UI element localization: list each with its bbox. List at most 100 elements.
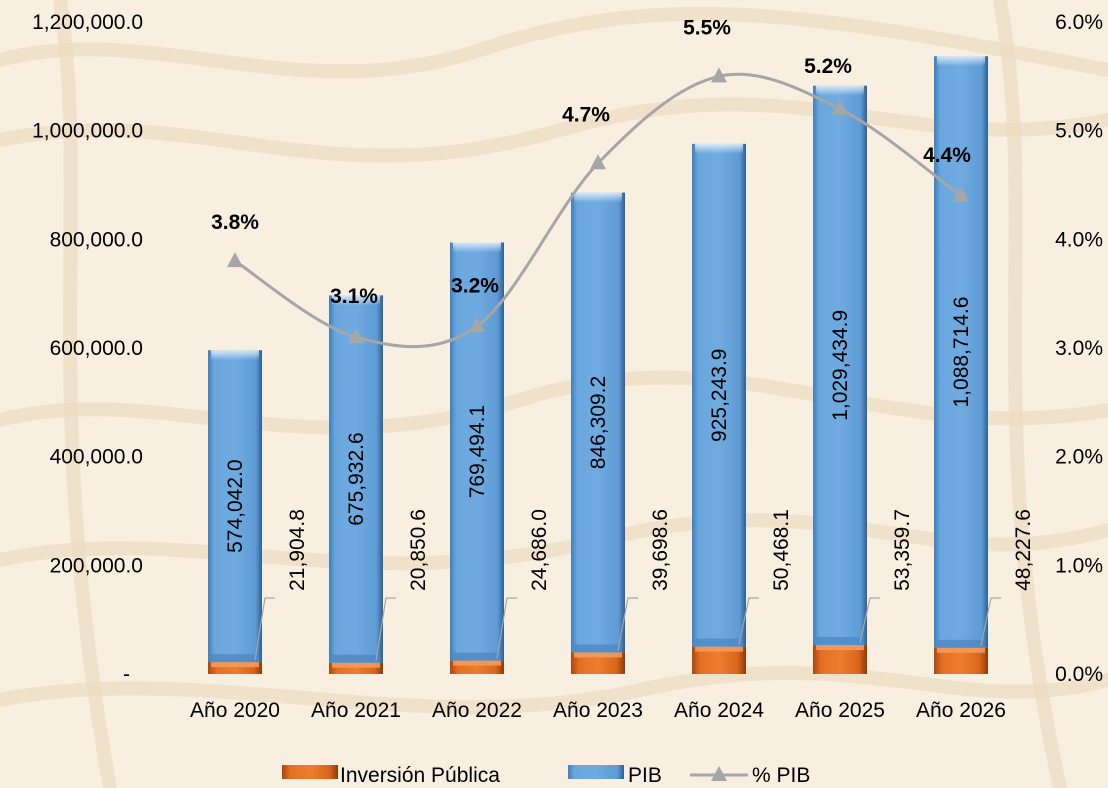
legend-label-pct: % PIB (752, 764, 810, 787)
y-axis-left: - 200,000.0 400,000.0 600,000.0 800,000.0 1,0… (32, 11, 143, 686)
bar-pib (813, 85, 867, 646)
pib-value-label: 1,088,714.6 (950, 297, 973, 408)
bar-pib-cap (574, 192, 622, 203)
y-right-tick-label: 0.0% (1055, 663, 1103, 686)
legend-marker-pct (711, 766, 727, 781)
x-tick-label: Año 2022 (432, 699, 522, 722)
y-right-tick-label: 1.0% (1055, 554, 1103, 577)
inversion-value-label: 20,850.6 (407, 509, 430, 591)
bar-pib-base (332, 654, 380, 663)
pct-pib-label: 3.8% (211, 211, 259, 234)
y-right-tick-label: 2.0% (1055, 446, 1103, 469)
bg-stroke (53, 0, 117, 788)
pct-pib-label: 3.1% (330, 285, 378, 308)
bar-pib (450, 242, 504, 661)
bars-layer: 574,042.0 21,904.8 675,932.6 20,850.6 769,49… (208, 56, 1035, 674)
bar-inversion (329, 662, 383, 674)
bar-pib-cap (453, 242, 501, 253)
x-tick-label: Año 2021 (311, 699, 401, 722)
bar-pib-base (695, 638, 743, 647)
y-left-tick-label: 200,000.0 (50, 554, 143, 577)
pct-pib-marker (832, 99, 848, 115)
pct-pib-label: 5.2% (804, 55, 852, 78)
inversion-leader-line (375, 597, 396, 661)
y-axis-right: 0.0% 1.0% 2.0% 3.0% 4.0% 5.0% 6.0% (1055, 11, 1103, 686)
bar-inversion-cap (453, 660, 501, 666)
bar-pib-cap (937, 56, 985, 67)
inversion-value-label: 24,686.0 (528, 509, 551, 591)
legend-swatch-inversion (282, 765, 338, 779)
pct-pib-marker (590, 154, 606, 170)
bar-inversion (571, 652, 625, 674)
bar-inversion-cap (937, 647, 985, 653)
y-left-tick-label: 600,000.0 (50, 337, 143, 360)
pib-value-label: 1,029,434.9 (829, 310, 852, 421)
y-left-tick-label: 800,000.0 (50, 228, 143, 251)
inversion-leader-line (859, 597, 880, 644)
x-tick-label: Año 2025 (795, 699, 885, 722)
bar-pib-base (453, 652, 501, 661)
y-right-tick-label: 4.0% (1055, 228, 1103, 251)
pib-value-label: 769,494.1 (466, 405, 489, 498)
x-tick-label: Año 2023 (553, 699, 643, 722)
pct-pib-marker (953, 186, 969, 202)
pib-value-label: 846,309.2 (587, 376, 610, 469)
bar-inversion-cap (695, 646, 743, 652)
pib-value-label: 675,932.6 (345, 432, 368, 525)
y-right-tick-label: 5.0% (1055, 120, 1103, 143)
bg-stroke (0, 97, 1108, 163)
legend-label-inversion: Inversión Pública (340, 764, 500, 787)
inversion-value-label: 48,227.6 (1012, 509, 1035, 591)
pct-pib-marker (227, 252, 243, 268)
pct-pib-label: 3.2% (451, 274, 499, 297)
legend-swatch-pib (568, 765, 624, 779)
bar-inversion-cap (332, 662, 380, 668)
y-left-tick-label: 1,200,000.0 (32, 11, 143, 34)
pib-value-label: 574,042.0 (224, 459, 247, 552)
inversion-leader-line (617, 597, 638, 651)
bg-stroke (0, 6, 1108, 79)
bar-inversion-cap (211, 662, 259, 668)
pct-pib-label: 5.5% (683, 16, 731, 39)
x-tick-label: Año 2024 (674, 699, 764, 722)
bar-pib (208, 350, 262, 663)
bar-pib (571, 192, 625, 653)
bar-pib-cap (211, 350, 259, 361)
inversion-value-label: 21,904.8 (286, 509, 309, 591)
y-right-tick-label: 3.0% (1055, 337, 1103, 360)
pib-value-label: 925,243.9 (708, 349, 731, 442)
legend: Inversión Pública PIB % PIB (282, 764, 810, 787)
y-left-tick-label: 400,000.0 (50, 446, 143, 469)
pct-pib-label: 4.4% (923, 144, 971, 167)
bar-pib (329, 295, 383, 663)
x-tick-label: Año 2020 (190, 699, 280, 722)
pct-pib-marker (711, 67, 727, 83)
inversion-value-label: 50,468.1 (770, 509, 793, 591)
bar-inversion-cap (816, 645, 864, 651)
pct-pib-label: 4.7% (562, 103, 610, 126)
y-right-tick-label: 6.0% (1055, 11, 1103, 34)
x-tick-label: Año 2026 (916, 699, 1006, 722)
bar-pib-cap (695, 143, 743, 154)
pct-pib-marker (469, 317, 485, 333)
y-left-tick-label: 1,000,000.0 (32, 120, 143, 143)
bar-pib-base (574, 644, 622, 653)
bg-stroke (0, 665, 1108, 714)
inversion-leader-line (254, 597, 275, 661)
bar-pib (692, 143, 746, 647)
inversion-leader-line (980, 597, 1001, 646)
inversion-leader-line (738, 597, 759, 645)
bg-stroke (993, 0, 1067, 788)
pct-pib-marker (348, 328, 364, 344)
bar-pib-base (937, 639, 985, 648)
bar-pib (934, 56, 988, 648)
bar-pib-base (211, 654, 259, 663)
bar-inversion-cap (574, 652, 622, 658)
bar-pib-cap (816, 85, 864, 96)
inversion-leader-line (496, 597, 517, 659)
inversion-value-label: 39,698.6 (649, 509, 672, 591)
bar-pib-base (816, 637, 864, 646)
